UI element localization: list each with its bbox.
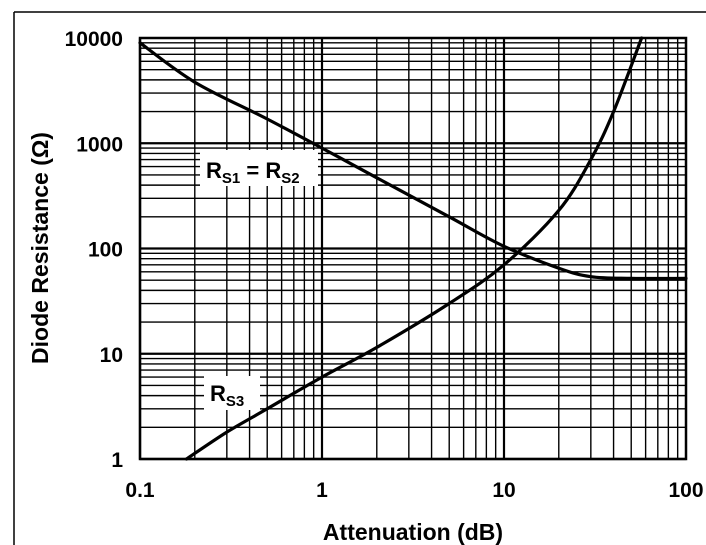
y-tick-label: 100 (88, 239, 123, 262)
y-axis-title: Diode Resistance (Ω) (27, 132, 53, 364)
x-tick-label: 1 (316, 479, 328, 502)
y-tick-label: 1000 (76, 133, 123, 156)
y-tick-label: 10 (100, 344, 123, 367)
curve-label-rs1-rs2: RS1 = RS2 (206, 158, 300, 187)
x-axis-title: Attenuation (dB) (323, 519, 503, 545)
x-tick-label: 100 (668, 479, 703, 502)
y-tick-label: 10000 (65, 28, 123, 51)
curve-label-bg-rs3 (204, 376, 260, 410)
curves (138, 36, 688, 461)
curve-label-rs3: RS3 (210, 381, 244, 410)
x-tick-label: 10 (492, 479, 515, 502)
series-line-rs3 (184, 36, 644, 461)
curve-label-bg-rs1-rs2 (200, 150, 318, 186)
x-tick-label: 0.1 (125, 479, 155, 502)
y-tick-label: 1 (111, 449, 123, 472)
series-line-rs1-rs2 (138, 41, 688, 281)
grid (138, 38, 686, 461)
plot-area-border (138, 36, 688, 461)
